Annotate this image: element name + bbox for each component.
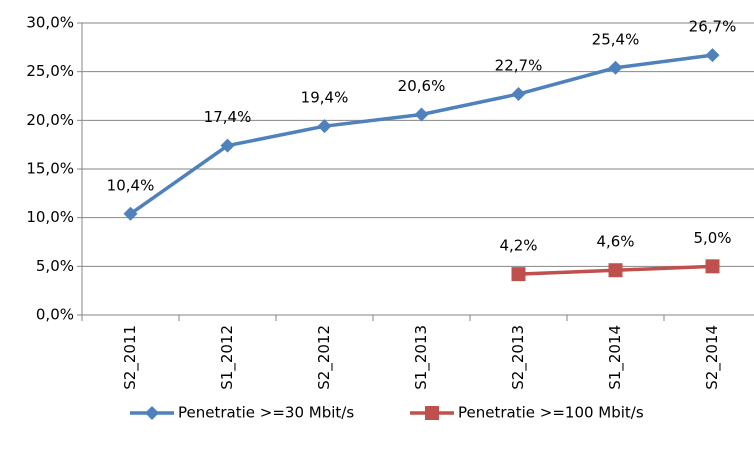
data-point: [608, 60, 623, 75]
x-tick-label: S2_2012: [315, 325, 334, 390]
data-point: [511, 87, 526, 102]
y-tick-label: 0,0%: [36, 306, 74, 324]
data-label: 17,4%: [204, 108, 252, 126]
legend-label: Penetratie >=100 Mbit/s: [458, 404, 644, 422]
data-point: [608, 263, 623, 278]
y-tick-label: 10,0%: [26, 208, 74, 226]
x-tick-label: S1_2014: [606, 325, 625, 390]
x-tick-label: S1_2012: [218, 325, 237, 390]
data-point: [705, 259, 720, 274]
y-tick-label: 5,0%: [36, 257, 74, 275]
data-point: [705, 48, 720, 63]
data-point: [123, 206, 138, 221]
data-label: 25,4%: [592, 30, 640, 48]
y-tick-label: 30,0%: [26, 14, 74, 32]
data-point: [317, 119, 332, 134]
y-tick-label: 15,0%: [26, 160, 74, 178]
y-tick-label: 20,0%: [26, 111, 74, 129]
legend-marker: [145, 406, 159, 420]
data-label: 4,2%: [499, 237, 537, 255]
data-point: [511, 267, 526, 282]
data-point: [414, 107, 429, 122]
x-tick-label: S1_2013: [412, 325, 431, 390]
x-tick-label: S2_2011: [121, 325, 140, 390]
data-label: 10,4%: [107, 176, 155, 194]
data-label: 5,0%: [693, 229, 731, 247]
data-label: 26,7%: [689, 18, 737, 36]
x-tick-label: S2_2014: [703, 325, 722, 390]
data-label: 4,6%: [596, 233, 634, 251]
y-tick-label: 25,0%: [26, 62, 74, 80]
data-point: [220, 138, 235, 153]
legend-label: Penetratie >=30 Mbit/s: [178, 404, 354, 422]
data-label: 20,6%: [398, 77, 446, 95]
data-label: 22,7%: [495, 57, 543, 75]
x-tick-label: S2_2013: [509, 325, 528, 390]
legend-marker: [425, 406, 439, 420]
data-label: 19,4%: [301, 89, 349, 107]
